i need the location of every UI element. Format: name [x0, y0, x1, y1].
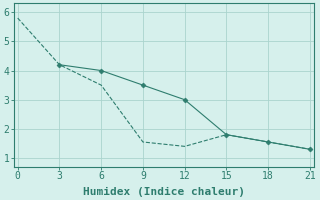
X-axis label: Humidex (Indice chaleur): Humidex (Indice chaleur) [83, 186, 245, 197]
